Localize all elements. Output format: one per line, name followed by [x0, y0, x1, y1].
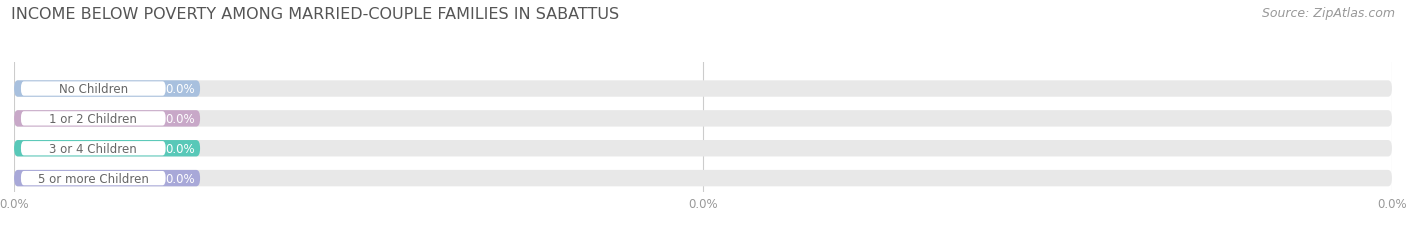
Text: INCOME BELOW POVERTY AMONG MARRIED-COUPLE FAMILIES IN SABATTUS: INCOME BELOW POVERTY AMONG MARRIED-COUPL…: [11, 7, 620, 22]
Text: 3 or 4 Children: 3 or 4 Children: [49, 142, 138, 155]
Text: 0.0%: 0.0%: [165, 142, 194, 155]
FancyBboxPatch shape: [21, 82, 166, 96]
FancyBboxPatch shape: [14, 81, 200, 97]
Text: 5 or more Children: 5 or more Children: [38, 172, 149, 185]
FancyBboxPatch shape: [14, 111, 200, 127]
FancyBboxPatch shape: [14, 111, 1392, 127]
Text: 1 or 2 Children: 1 or 2 Children: [49, 112, 138, 125]
FancyBboxPatch shape: [14, 170, 1392, 186]
FancyBboxPatch shape: [14, 140, 200, 157]
Text: 0.0%: 0.0%: [165, 83, 194, 96]
FancyBboxPatch shape: [21, 112, 166, 126]
FancyBboxPatch shape: [21, 141, 166, 156]
Text: No Children: No Children: [59, 83, 128, 96]
Text: Source: ZipAtlas.com: Source: ZipAtlas.com: [1261, 7, 1395, 20]
Text: 0.0%: 0.0%: [165, 112, 194, 125]
Text: 0.0%: 0.0%: [165, 172, 194, 185]
FancyBboxPatch shape: [14, 140, 1392, 157]
FancyBboxPatch shape: [14, 170, 200, 186]
FancyBboxPatch shape: [21, 171, 166, 185]
FancyBboxPatch shape: [14, 81, 1392, 97]
